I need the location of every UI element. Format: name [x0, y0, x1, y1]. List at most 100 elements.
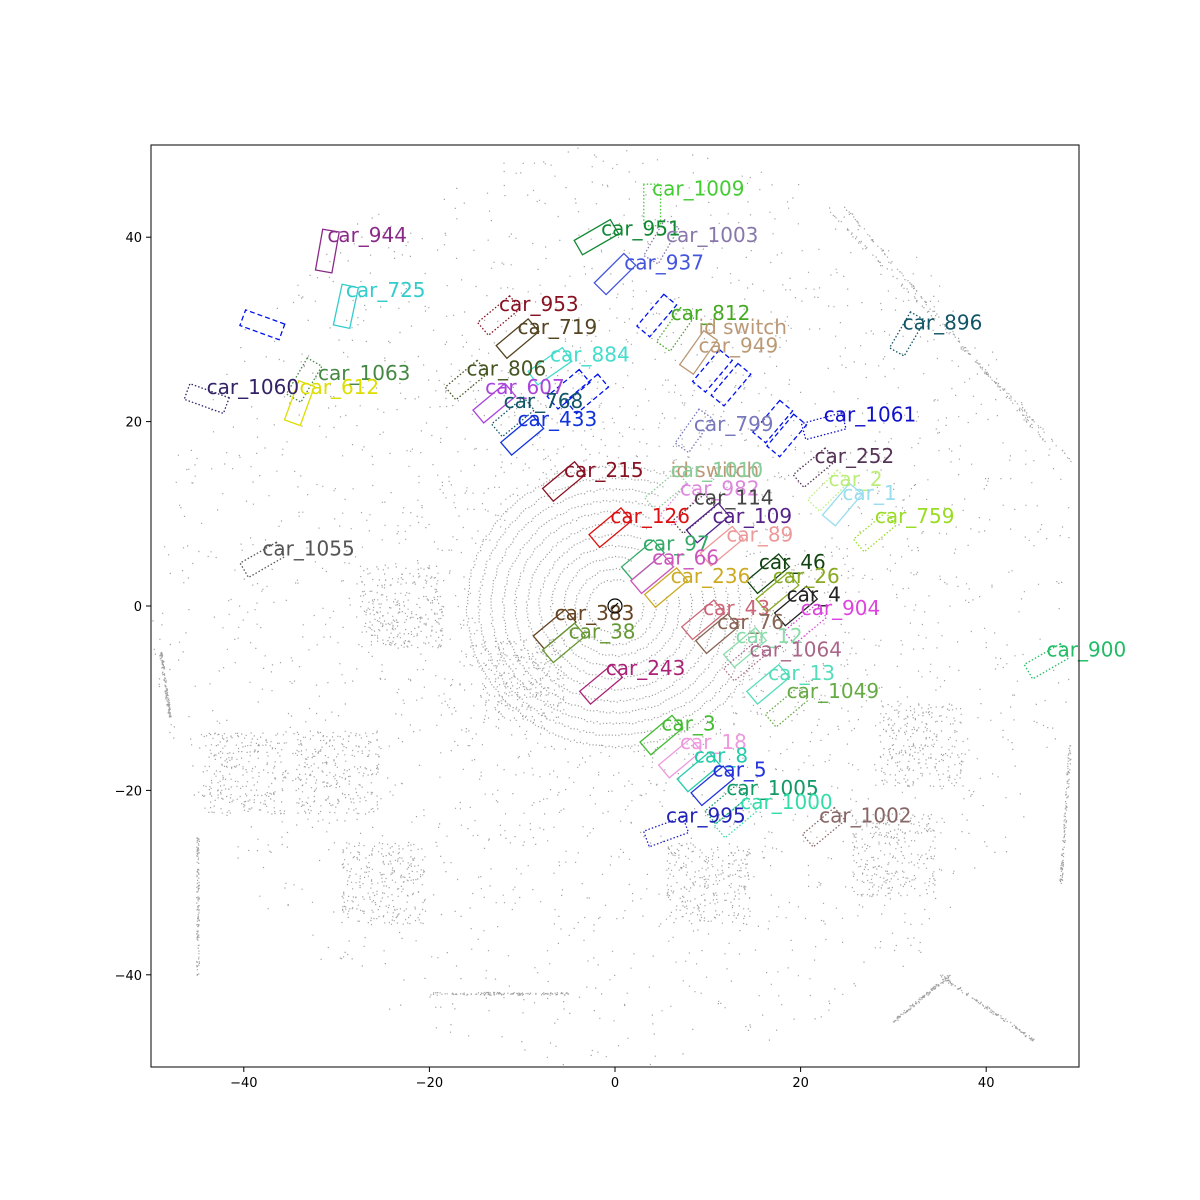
track-label: car_43: [703, 596, 770, 620]
track-label: car_1002: [819, 804, 911, 828]
track-box: [800, 412, 847, 441]
track-box: [643, 470, 689, 512]
track-label: car_114: [694, 486, 774, 510]
track-label: car_2: [828, 467, 882, 491]
track-box: [546, 368, 591, 410]
track-label: car_13: [768, 661, 835, 685]
track-box: [676, 751, 721, 793]
track-label: car_243: [606, 656, 686, 680]
track-box: [782, 603, 828, 646]
track-label: car_607: [485, 375, 565, 399]
track-label: car_76: [717, 610, 784, 634]
track-label: car_1060: [207, 375, 299, 399]
track-box: [888, 311, 926, 357]
track-label: car_806: [467, 357, 547, 381]
track-box: [499, 414, 545, 457]
track-box: [713, 797, 758, 839]
track-box: [495, 317, 540, 360]
track-label: car_12: [736, 624, 803, 648]
track-box: [285, 357, 323, 404]
track-box: [541, 460, 587, 503]
track-label: car_719: [518, 315, 598, 339]
track-label: car_953: [499, 292, 579, 316]
track-label: car_89: [726, 522, 793, 546]
track-box: [674, 408, 714, 454]
track-label: car_26: [773, 564, 840, 588]
x-tick-label: −20: [416, 1076, 443, 1091]
track-label: car_46: [759, 550, 826, 574]
track-box: [314, 228, 340, 274]
y-axis: −40 −20 0 20 40: [115, 231, 151, 984]
y-tick-label: −20: [115, 784, 142, 799]
x-axis: −40 −20 0 20 40: [230, 1067, 994, 1091]
track-box: [745, 553, 791, 595]
track-label: car_896: [903, 310, 983, 334]
ego-heading: [611, 602, 619, 610]
track-label: car_1005: [726, 776, 818, 800]
track-label: car_433: [518, 407, 598, 431]
track-label: car_884: [550, 343, 630, 367]
track-box: [685, 502, 731, 544]
track-label: car_97: [643, 532, 710, 556]
track-label: car_900: [1047, 638, 1127, 662]
track-label: car_18: [680, 730, 747, 754]
track-box: [635, 293, 678, 338]
y-tick-label: 40: [125, 231, 142, 246]
track-box: [593, 252, 637, 296]
track-box: [476, 294, 522, 337]
track-label: car_109: [712, 504, 792, 528]
track-label: car_126: [610, 504, 690, 528]
track-box: [239, 541, 286, 579]
track-label: car_1049: [787, 679, 879, 703]
track-box: [444, 359, 489, 401]
track-box: [578, 663, 624, 706]
track-box: [657, 737, 703, 779]
track-label: car_1010: [671, 458, 763, 482]
y-tick-label: −40: [115, 969, 142, 984]
track-box: [332, 283, 360, 330]
track-label: car_236: [671, 564, 751, 588]
track-box: [183, 382, 231, 415]
lidar-points: [152, 147, 1072, 1066]
track-box: [852, 511, 898, 553]
track-label: car_982: [680, 476, 760, 500]
track-label: car_3: [661, 711, 715, 735]
track-box: [629, 553, 675, 595]
track-box: [704, 783, 749, 825]
track-label: car_904: [801, 596, 881, 620]
track-box: [792, 447, 837, 489]
track-box: [722, 640, 768, 682]
track-box: [765, 413, 808, 458]
track-label: car_995: [666, 804, 746, 828]
track-box: [643, 566, 689, 609]
track-box: [773, 585, 819, 627]
ego-circle: [607, 598, 623, 614]
track-box: [527, 346, 573, 386]
track-box: [671, 493, 717, 535]
track-box: [806, 469, 851, 513]
track-label: car_951: [601, 216, 681, 240]
track-box: [588, 506, 633, 549]
track-label: car_38: [569, 619, 636, 643]
track-box: [710, 362, 752, 407]
track-label: car_8: [694, 744, 748, 768]
track-box: [722, 626, 768, 669]
track-label: car_5: [712, 758, 766, 782]
track-box: [573, 218, 620, 256]
track-label: car_937: [624, 250, 704, 274]
track-label: car_725: [346, 278, 426, 302]
track-label: id switch: [699, 315, 787, 339]
x-tick-label: 20: [792, 1076, 809, 1091]
track-box: [699, 525, 745, 567]
track-box: [239, 309, 286, 341]
track-label: car_1061: [824, 403, 916, 427]
track-box: [472, 382, 517, 424]
x-tick-label: 0: [611, 1076, 619, 1091]
track-label: car_1064: [750, 638, 842, 662]
track-label: car_944: [327, 223, 407, 247]
y-tick-label: 0: [134, 600, 142, 615]
track-box: [694, 613, 740, 655]
track-label: car_759: [875, 504, 955, 528]
